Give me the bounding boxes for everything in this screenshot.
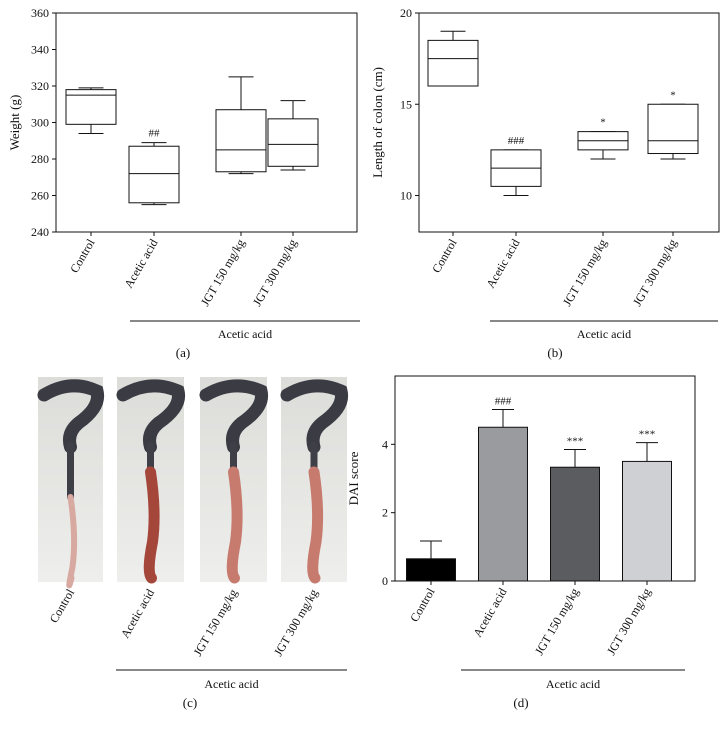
colon-length-category-label: JGT 150 mg/kg bbox=[560, 237, 610, 309]
colon-photo-4: JGT 300 mg/kg bbox=[271, 377, 349, 659]
dai-ytick-label: 2 bbox=[382, 506, 388, 520]
panel-a-weight-boxplot: 240 260 280 300 320 340 360 Weight (g) Control Ac… bbox=[7, 6, 360, 360]
colon-photo-1: Control bbox=[37, 377, 105, 625]
weight-box-1 bbox=[65, 87, 117, 134]
colon-length-y-axis-label: Length of colon (cm) bbox=[370, 67, 385, 178]
colon-length-panel-label: (b) bbox=[547, 345, 562, 360]
dai-category-label: JGT 150 mg/kg bbox=[532, 586, 582, 658]
weight-box-iqr bbox=[267, 118, 319, 167]
weight-category-label: Acetic acid bbox=[121, 237, 160, 291]
weight-category-label: JGT 150 mg/kg bbox=[198, 237, 248, 309]
dai-bar-group-1 bbox=[406, 540, 456, 582]
colon-length-ytick-label: 10 bbox=[400, 189, 412, 203]
colon-length-box-1 bbox=[427, 30, 479, 87]
panel-c-colon-photos: Control Acetic acid JGT 150 mg/kg JGT 300 m… bbox=[37, 377, 349, 710]
panel-b-colon-length-boxplot: 10 15 20 Length of colon (cm) Control Acetic … bbox=[370, 6, 720, 360]
colon-cecum bbox=[116, 379, 186, 454]
dai-category-label: Control bbox=[407, 585, 438, 624]
colon-length-category-label: JGT 300 mg/kg bbox=[630, 237, 680, 309]
photo-panel-label: (c) bbox=[183, 695, 197, 710]
colon-photo-2: Acetic acid bbox=[116, 377, 186, 641]
colon-length-ytick-label: 20 bbox=[400, 6, 412, 20]
colon-length-ytick-label: 15 bbox=[400, 97, 412, 111]
dai-bar bbox=[478, 426, 528, 582]
colon-length-category-label: Control bbox=[429, 236, 460, 275]
weight-ytick-label: 340 bbox=[31, 43, 49, 57]
weight-ytick-label: 360 bbox=[31, 6, 49, 20]
weight-significance-mark: ## bbox=[149, 128, 161, 140]
colon-length-group-label: Acetic acid bbox=[577, 327, 631, 341]
photo-category-label: Control bbox=[47, 586, 78, 625]
dai-significance-mark: *** bbox=[567, 435, 584, 447]
dai-bar-group-4: *** bbox=[622, 429, 672, 582]
weight-box-iqr bbox=[215, 109, 267, 173]
dai-ytick-label: 4 bbox=[382, 437, 388, 451]
colon-photo-3: JGT 150 mg/kg bbox=[190, 377, 269, 659]
colon-cecum bbox=[37, 379, 105, 454]
dai-bar-group-3: *** bbox=[550, 435, 600, 582]
dai-significance-mark: *** bbox=[639, 429, 656, 441]
weight-category-label: JGT 300 mg/kg bbox=[250, 237, 300, 309]
colon-length-significance-mark: * bbox=[670, 89, 676, 101]
colon-distal-segment bbox=[143, 466, 160, 584]
dai-bar bbox=[550, 466, 600, 582]
dai-ytick-label: 0 bbox=[382, 574, 388, 588]
colon-cecum bbox=[280, 379, 349, 454]
weight-box-3 bbox=[215, 76, 267, 175]
colon-cecum bbox=[199, 379, 269, 454]
dai-group-label: Acetic acid bbox=[546, 677, 600, 691]
weight-box-2: ## bbox=[128, 128, 180, 206]
colon-length-significance-mark: ### bbox=[508, 135, 525, 147]
dai-significance-mark: ### bbox=[495, 395, 512, 407]
photo-category-label: JGT 150 mg/kg bbox=[190, 587, 240, 659]
weight-ytick-label: 280 bbox=[31, 152, 49, 166]
weight-box-4 bbox=[267, 100, 319, 171]
weight-ytick-label: 260 bbox=[31, 189, 49, 203]
dai-category-label: JGT 300 mg/kg bbox=[604, 586, 654, 658]
weight-category-label: Control bbox=[67, 236, 98, 275]
colon-distal-segment bbox=[66, 494, 78, 589]
weight-panel-label: (a) bbox=[176, 345, 190, 360]
colon-length-box-4: * bbox=[647, 89, 699, 160]
dai-y-axis-label: DAI score bbox=[346, 451, 361, 505]
dai-bar-group-2: ### bbox=[478, 395, 528, 582]
colon-length-category-label: Acetic acid bbox=[483, 237, 522, 291]
dai-bar bbox=[406, 558, 456, 582]
colon-length-box-2: ### bbox=[490, 135, 542, 196]
weight-group-label: Acetic acid bbox=[218, 327, 272, 341]
dai-plot-frame bbox=[394, 375, 696, 582]
weight-ytick-label: 300 bbox=[31, 116, 49, 130]
colon-distal-segment bbox=[307, 466, 324, 584]
colon-length-box-iqr bbox=[427, 39, 479, 87]
weight-box-iqr bbox=[128, 145, 180, 204]
colon-length-box-3: * bbox=[577, 117, 629, 160]
dai-bar bbox=[622, 460, 672, 582]
colon-length-significance-mark: * bbox=[600, 117, 606, 129]
weight-y-axis-label: Weight (g) bbox=[7, 95, 22, 151]
photo-group-label: Acetic acid bbox=[204, 677, 258, 691]
photo-category-label: Acetic acid bbox=[118, 587, 157, 641]
colon-distal-segment bbox=[226, 466, 243, 584]
panel-d-dai-bar-chart: 0 2 4 DAI score Control Acetic acid JGT 150 mg… bbox=[346, 375, 696, 710]
dai-category-label: Acetic acid bbox=[470, 586, 509, 640]
weight-ytick-label: 240 bbox=[31, 225, 49, 239]
weight-ytick-label: 320 bbox=[31, 79, 49, 93]
colon-length-plot-frame bbox=[418, 12, 720, 233]
photo-category-label: JGT 300 mg/kg bbox=[271, 587, 321, 659]
dai-panel-label: (d) bbox=[513, 695, 528, 710]
colon-length-box-iqr bbox=[647, 103, 699, 155]
